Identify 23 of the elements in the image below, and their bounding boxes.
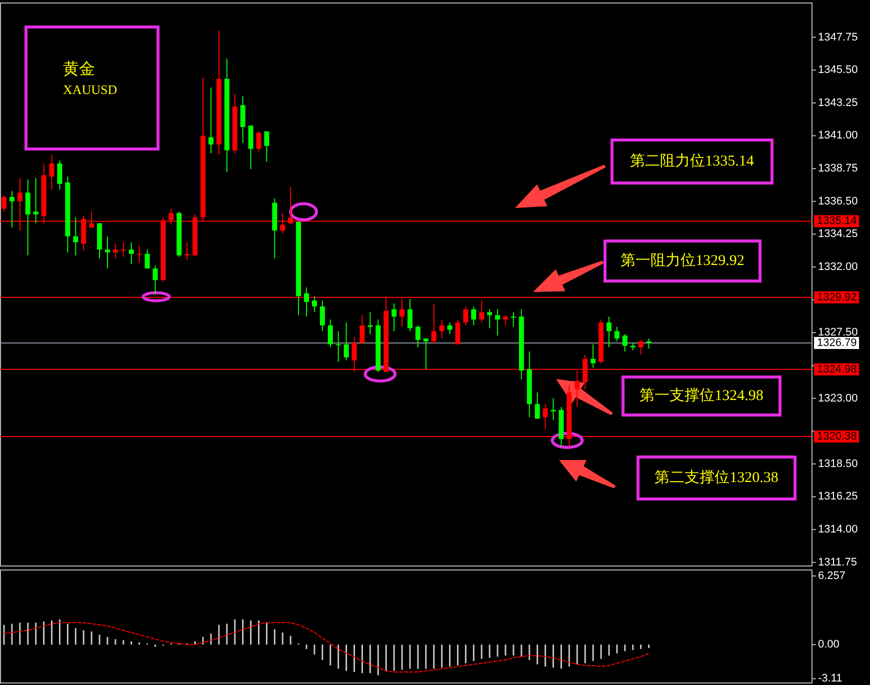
y-tick-label: 1332.00 bbox=[818, 260, 858, 273]
annotation: 第二阻力位1335.14 bbox=[630, 152, 754, 170]
y-tick-label: -3.11 bbox=[818, 672, 842, 685]
y-tick-label: 1341.00 bbox=[818, 130, 858, 142]
y-tick-label: 1347.75 bbox=[818, 31, 858, 44]
annotation: 第一阻力位1329.92 bbox=[620, 252, 744, 269]
y-tick-label: 1336.50 bbox=[818, 195, 858, 208]
y-tick-label: 1338.75 bbox=[818, 162, 858, 175]
y-tick-label: 1343.25 bbox=[818, 96, 858, 109]
y-tick-label: 1311.75 bbox=[818, 556, 857, 568]
y-tick-label: 1345.50 bbox=[818, 64, 858, 76]
y-tick-label: 1323.00 bbox=[818, 392, 858, 404]
annotation: 第一支撑位1324.98 bbox=[640, 387, 764, 404]
y-tick-label: 0.00 bbox=[818, 638, 840, 651]
y-tick-label: 6.257 bbox=[818, 570, 846, 582]
y-tick-label: 1318.50 bbox=[818, 458, 858, 470]
y-tick-label: 1314.00 bbox=[818, 524, 858, 536]
text: 黄金 bbox=[63, 60, 95, 78]
annotation: 第二支撑位1320.38 bbox=[654, 469, 778, 486]
y-tick-label: 1327.50 bbox=[818, 326, 858, 339]
y-tick-label: 1316.25 bbox=[818, 490, 858, 503]
y-tick-label: 1334.25 bbox=[818, 228, 858, 240]
text: XAUUSD bbox=[63, 82, 118, 97]
